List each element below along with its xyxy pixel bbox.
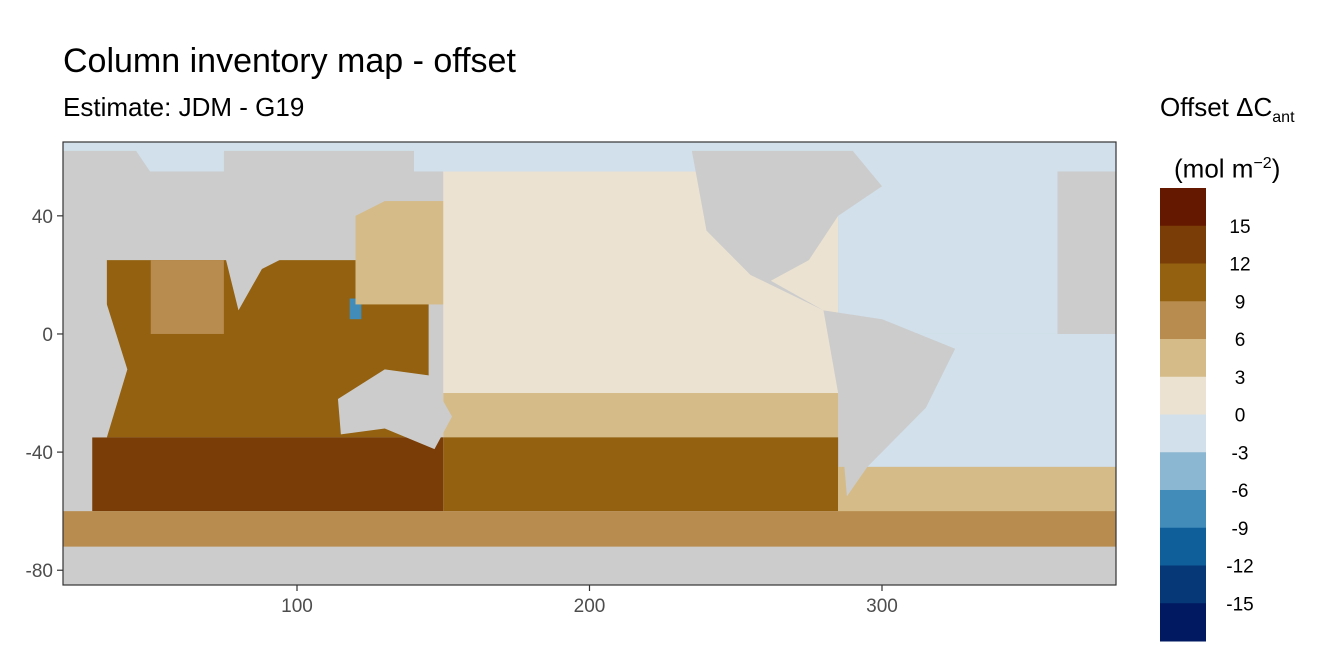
land-mass	[823, 310, 956, 497]
y-axis: 40 0 -40 -80	[26, 207, 63, 582]
y-tick-label: 40	[32, 207, 53, 228]
legend-swatch	[1160, 376, 1206, 415]
legend-break-label: 6	[1235, 330, 1246, 351]
legend-break-label: -12	[1226, 557, 1253, 578]
legend-swatch	[1160, 263, 1206, 302]
legend-swatch	[1160, 339, 1206, 378]
legend-break-label: -3	[1232, 443, 1249, 464]
x-axis: 100 200 300	[281, 585, 898, 617]
legend-break-label: -9	[1232, 519, 1249, 540]
legend-break-label: 15	[1229, 217, 1250, 238]
land-mass	[63, 245, 128, 438]
map-region	[443, 393, 839, 438]
legend-swatch	[1160, 188, 1206, 227]
land-mass	[337, 369, 453, 450]
legend-swatch	[1160, 414, 1206, 453]
legend-swatch	[1160, 527, 1206, 566]
land-mass	[63, 150, 180, 252]
legend-swatch	[1160, 301, 1206, 340]
land-mass	[223, 150, 414, 311]
x-tick-label: 200	[574, 596, 606, 617]
legend-swatch	[1160, 565, 1206, 604]
legend-break-label: 3	[1235, 368, 1246, 389]
land-mass	[63, 546, 1116, 585]
legend-swatch	[1160, 452, 1206, 491]
legend-break-label: 12	[1229, 255, 1250, 276]
map-region	[150, 260, 224, 334]
legend-swatch	[1160, 490, 1206, 529]
offset-heatmap	[63, 142, 1116, 585]
legend-break-label: -15	[1226, 594, 1253, 615]
y-tick-label: -40	[26, 443, 53, 464]
x-tick-label: 300	[866, 596, 898, 617]
map-panel	[62, 141, 1117, 586]
map-region	[92, 437, 444, 512]
map-region	[443, 437, 839, 512]
legend-title-line1: Offset ΔCant	[1160, 92, 1295, 127]
x-tick-label: 100	[281, 596, 313, 617]
legend-title-line2: (mol m−2)	[1174, 153, 1281, 184]
land-mass	[691, 150, 882, 311]
legend-swatch	[1160, 603, 1206, 642]
legend-break-label: 9	[1235, 292, 1246, 313]
y-tick-label: -80	[26, 561, 53, 582]
legend-swatch	[1160, 225, 1206, 264]
chart-title: Column inventory map - offset	[63, 42, 516, 80]
map-region	[349, 298, 362, 320]
y-tick-label: 0	[42, 325, 53, 346]
chart-subtitle: Estimate: JDM - G19	[63, 92, 305, 122]
legend-break-label: -6	[1232, 481, 1249, 502]
legend-colorbar: 15 12 9 6 3 0 -3 -6 -9 -12 -15	[1160, 188, 1254, 642]
map-region	[63, 142, 1116, 172]
legend-title: Offset ΔCant (mol m−2)	[1160, 84, 1330, 192]
legend-break-label: 0	[1235, 406, 1246, 427]
